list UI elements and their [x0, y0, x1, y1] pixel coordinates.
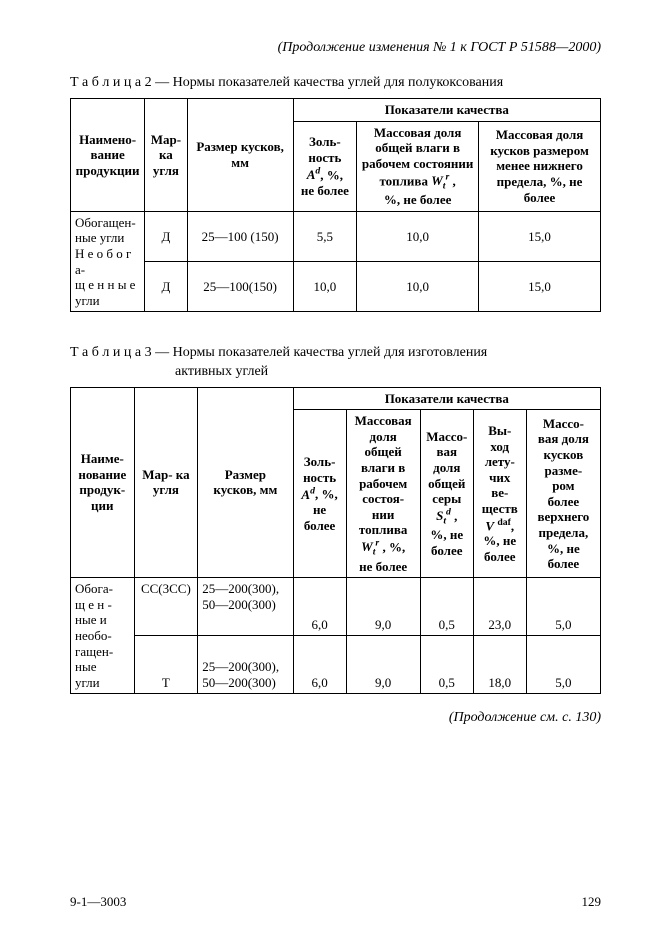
t2-r-name: Обогащен-ные углиН е о б о г а-щ е н н ы…: [71, 211, 145, 312]
t3-r1-sulf: 0,5: [420, 578, 473, 636]
t3-r1-size: 25—200(300),50—200(300): [198, 578, 293, 636]
t3-r2-moist: 9,0: [346, 636, 420, 694]
t2-r2-frac: 15,0: [479, 262, 601, 312]
t2-h-col2: Мар- ка угля: [145, 99, 187, 212]
t3-h-c8: Массо-вая долякусковразме-ромболееверхне…: [526, 410, 600, 578]
t3-r2-mark: Т: [134, 636, 198, 694]
doc-header: (Продолжение изменения № 1 к ГОСТ Р 5158…: [70, 40, 601, 56]
table2-caption: Т а б л и ц а 2 — Нормы показателей каче…: [70, 74, 601, 92]
t3-h-c5: Массоваядоляобщейвлаги врабочемсостоя-ни…: [346, 410, 420, 578]
table-row: Обогащен-ные углиН е о б о г а-щ е н н ы…: [71, 211, 601, 261]
table3-caption: Т а б л и ц а 3 — Нормы показателей каче…: [70, 344, 601, 380]
table-row: Обога-щ е н -ные инеобо-гащен-ныеугли СС…: [71, 578, 601, 636]
t2-h-c5c: %, не более: [384, 192, 452, 207]
t3-r1-vol: 23,0: [473, 578, 526, 636]
t2-r2-moist: 10,0: [357, 262, 479, 312]
t2-h-c5a: Массовая доля общей влаги в рабочем сост…: [362, 125, 473, 171]
t2-r1-mark: Д: [145, 211, 187, 261]
table3-caption-text2: активных углей: [70, 364, 268, 379]
t3-h-group: Показатели качества: [293, 387, 600, 410]
table3: Наиме- нование продук- ции Мар- ка угля …: [70, 387, 601, 695]
t3-r2-size: 25—200(300),50—200(300): [198, 636, 293, 694]
page-footer: 9-1—3003 129: [70, 894, 601, 910]
t3-r2-sulf: 0,5: [420, 636, 473, 694]
table2: Наимено- вание продукции Мар- ка угля Ра…: [70, 98, 601, 312]
t2-r1-moist: 10,0: [357, 211, 479, 261]
t3-r2-vol: 18,0: [473, 636, 526, 694]
t2-r2-ash: 10,0: [293, 262, 357, 312]
t2-h-c4a: Золь- ность: [308, 134, 341, 165]
t2-r2-mark: Д: [145, 262, 187, 312]
t2-r1-ash: 5,5: [293, 211, 357, 261]
t3-r1-mark: СС(3СС): [134, 578, 198, 636]
t3-r1-frac: 5,0: [526, 578, 600, 636]
t2-h-c4: Золь- ность Ad, %, не более: [293, 121, 357, 211]
t2-r1-size: 25—100 (150): [187, 211, 293, 261]
t3-r-name: Обога-щ е н -ные инеобо-гащен-ныеугли: [71, 578, 135, 694]
table2-caption-label: Т а б л и ц а 2: [70, 75, 152, 90]
t3-r2-ash: 6,0: [293, 636, 346, 694]
t2-h-col1: Наимено- вание продукции: [71, 99, 145, 212]
t3-h-c6: Массо-ваядоляобщейсерыStd ,%, неболее: [420, 410, 473, 578]
t3-h-col3: Размер кусков, мм: [198, 387, 293, 578]
t3-r1-ash: 6,0: [293, 578, 346, 636]
t2-r1-frac: 15,0: [479, 211, 601, 261]
t3-h-col2: Мар- ка угля: [134, 387, 198, 578]
t3-h-col1: Наиме- нование продук- ции: [71, 387, 135, 578]
table2-caption-text: — Нормы показателей качества углей для п…: [152, 75, 504, 90]
continuation-note: (Продолжение см. с. 130): [70, 710, 601, 726]
t2-h-col3: Размер кусков, мм: [187, 99, 293, 212]
table-row: Т 25—200(300),50—200(300) 6,0 9,0 0,5 18…: [71, 636, 601, 694]
t2-h-c6: Массовая доля кусков размером менее нижн…: [479, 121, 601, 211]
t3-h-c7: Вы-ходлету-чихве-ществV daf,%, неболее: [473, 410, 526, 578]
t2-h-group: Показатели качества: [293, 99, 600, 122]
table3-caption-text: — Нормы показателей качества углей для и…: [152, 345, 488, 360]
t2-r2-size: 25—100(150): [187, 262, 293, 312]
footer-left: 9-1—3003: [70, 894, 126, 910]
t3-h-c4: Золь-ностьAd, %,неболее: [293, 410, 346, 578]
t2-h-c4c: не более: [301, 183, 349, 198]
t3-r1-moist: 9,0: [346, 578, 420, 636]
t2-h-c5: Массовая доля общей влаги в рабочем сост…: [357, 121, 479, 211]
table3-caption-label: Т а б л и ц а 3: [70, 345, 152, 360]
table-row: Д 25—100(150) 10,0 10,0 15,0: [71, 262, 601, 312]
t3-r2-frac: 5,0: [526, 636, 600, 694]
page-number: 129: [582, 894, 602, 910]
